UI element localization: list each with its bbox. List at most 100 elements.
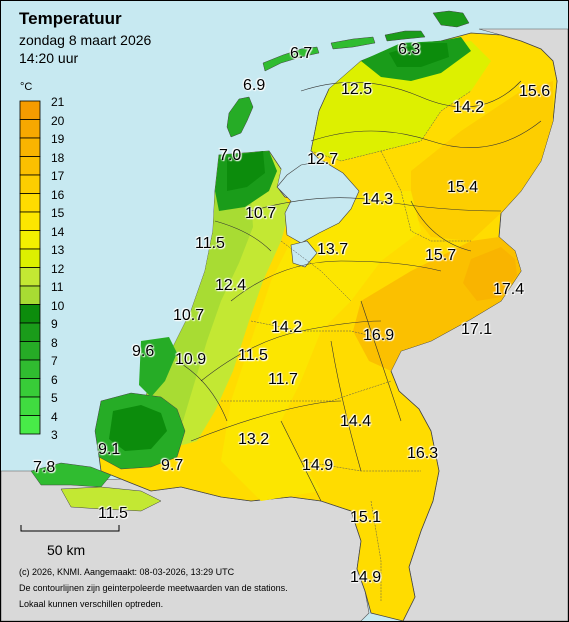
legend-tick-label: 15 bbox=[51, 206, 65, 220]
station-temp-herwijnen: 11.7 bbox=[268, 371, 298, 388]
legend-swatch-6 bbox=[19, 359, 41, 379]
station-temp-de-bilt: 14.2 bbox=[271, 319, 303, 336]
footer-note-contours: De contourlijnen zijn geinterpoleerde me… bbox=[19, 583, 288, 593]
contour-lines bbox=[176, 80, 542, 502]
legend-swatch-5 bbox=[19, 378, 41, 398]
zone-9-rotterdam-coast bbox=[139, 337, 177, 397]
legend-tick-label: 3 bbox=[51, 428, 58, 442]
station-temp-de-kooy: 7.0 bbox=[219, 147, 242, 164]
station-temp-nieuw-beerta: 15.6 bbox=[519, 83, 551, 100]
zone-8-noordholland-tip bbox=[227, 151, 265, 191]
legend-tick-label: 7 bbox=[51, 354, 58, 368]
legend-swatch-3 bbox=[19, 415, 41, 435]
station-temp-leeuwarden: 12.5 bbox=[341, 81, 373, 98]
legend-swatch-13 bbox=[19, 230, 41, 250]
station-temp-terschelling: 6.7 bbox=[290, 45, 313, 62]
island-terschelling bbox=[262, 46, 320, 72]
station-temp-maastricht: 14.9 bbox=[350, 569, 382, 586]
legend-unit: °C bbox=[20, 81, 33, 93]
station-temp-lauwersoog: 6.3 bbox=[398, 41, 421, 58]
footer-copyright: (c) 2026, KNMI. Aangemaakt: 08-03-2026, … bbox=[19, 567, 235, 577]
station-temp-eelde: 14.2 bbox=[453, 99, 485, 116]
station-temp-ijmuiden: 11.5 bbox=[195, 235, 225, 252]
legend-swatch-15 bbox=[19, 193, 41, 213]
station-temp-hupsel: 17.1 bbox=[461, 321, 493, 338]
station-temp-vlissingen: 7.8 bbox=[33, 459, 56, 476]
station-temp-stavoren: 12.7 bbox=[307, 151, 339, 168]
zone-8-zeeland-inner bbox=[109, 405, 167, 451]
station-temp-twenthe: 17.4 bbox=[493, 281, 525, 298]
station-temp-eindhoven: 14.9 bbox=[302, 457, 334, 474]
map-time: 14:20 uur bbox=[19, 50, 79, 66]
zone-11-coast bbox=[141, 191, 253, 441]
legend-swatch-7 bbox=[19, 341, 41, 361]
province-borders bbox=[221, 90, 472, 601]
station-temp-valkenburg: 10.7 bbox=[173, 307, 205, 324]
legend-swatch-11 bbox=[19, 267, 41, 287]
legend-tick-label: 11 bbox=[51, 280, 64, 294]
legend-colorbar bbox=[19, 100, 41, 435]
legend-swatch-18 bbox=[19, 137, 41, 157]
ijsselmeer bbox=[276, 160, 360, 244]
station-temp-hoek-van-holland: 9.6 bbox=[132, 343, 155, 360]
legend-tick-label: 6 bbox=[51, 372, 58, 387]
legend-swatch-12 bbox=[19, 248, 41, 268]
legend-tick-label: 4 bbox=[51, 409, 58, 424]
station-temp-heino: 15.7 bbox=[425, 247, 457, 264]
legend-swatch-14 bbox=[19, 211, 41, 231]
station-temp-cabauw: 11.5 bbox=[238, 347, 268, 364]
legend-swatch-10 bbox=[19, 285, 41, 305]
station-temp-rotterdam: 10.9 bbox=[175, 351, 207, 368]
island-texel-vlieland bbox=[226, 96, 254, 138]
island-rottum bbox=[432, 10, 470, 28]
legend-swatch-16 bbox=[19, 174, 41, 194]
station-temp-schiphol: 12.4 bbox=[215, 277, 247, 294]
legend-swatch-4 bbox=[19, 396, 41, 416]
legend-tick-label: 19 bbox=[51, 132, 65, 146]
station-temp-volkel: 14.4 bbox=[340, 413, 372, 430]
station-temp-arcen: 16.3 bbox=[407, 445, 439, 462]
legend-tick-label: 10 bbox=[51, 298, 65, 313]
map-title: Temperatuur bbox=[19, 9, 122, 28]
island-ameland bbox=[330, 36, 376, 50]
station-temp-ell: 15.1 bbox=[350, 509, 382, 526]
station-temp-marknesse: 14.3 bbox=[362, 191, 394, 208]
legend-swatch-8 bbox=[19, 322, 41, 342]
legend-tick-label: 13 bbox=[51, 243, 65, 257]
legend-swatch-19 bbox=[19, 119, 41, 139]
legend-tick-label: 20 bbox=[51, 113, 65, 128]
legend-tick-label: 9 bbox=[51, 317, 58, 331]
station-temp-woensdrecht: 9.7 bbox=[161, 457, 184, 474]
legend-tick-label: 5 bbox=[51, 391, 58, 405]
zone-11-zeeuws-vlaanderen bbox=[60, 486, 162, 512]
legend-swatch-17 bbox=[19, 156, 41, 176]
legend-tick-label: 8 bbox=[51, 335, 58, 350]
footer-note-local: Lokaal kunnen verschillen optreden. bbox=[19, 599, 164, 609]
zone-16-north-east bbox=[411, 81, 553, 241]
legend-tick-label: 12 bbox=[51, 261, 65, 276]
legend-tick-label: 14 bbox=[51, 224, 65, 239]
station-temp-gilze-rijen: 13.2 bbox=[238, 431, 270, 448]
legend-tick-label: 16 bbox=[51, 187, 65, 202]
station-temp-vlieland: 6.9 bbox=[243, 77, 266, 94]
station-temp-deelen: 16.9 bbox=[363, 327, 395, 344]
legend-swatch-20 bbox=[19, 100, 41, 120]
legend-tick-label: 18 bbox=[51, 150, 65, 165]
scale-bar bbox=[20, 525, 120, 532]
station-temp-berkhout: 10.7 bbox=[245, 205, 277, 222]
legend-swatch-9 bbox=[19, 304, 41, 324]
legend-tick-label: 17 bbox=[51, 169, 65, 183]
island-schiermonnikoog bbox=[384, 30, 426, 42]
station-temp-wilhelminadorp: 9.1 bbox=[98, 441, 121, 458]
station-temp-westdorpe: 11.5 bbox=[98, 505, 128, 522]
markermeer bbox=[290, 240, 318, 268]
station-temp-hoogeveen: 15.4 bbox=[447, 179, 479, 196]
zone-14-15-central bbox=[221, 191, 421, 501]
zone-10-westerschelde bbox=[30, 462, 112, 488]
scale-label: 50 km bbox=[47, 542, 86, 558]
zone-13-friesland bbox=[311, 41, 491, 161]
legend-tick-label: 21 bbox=[51, 95, 65, 109]
wadden-shore bbox=[268, 88, 330, 170]
